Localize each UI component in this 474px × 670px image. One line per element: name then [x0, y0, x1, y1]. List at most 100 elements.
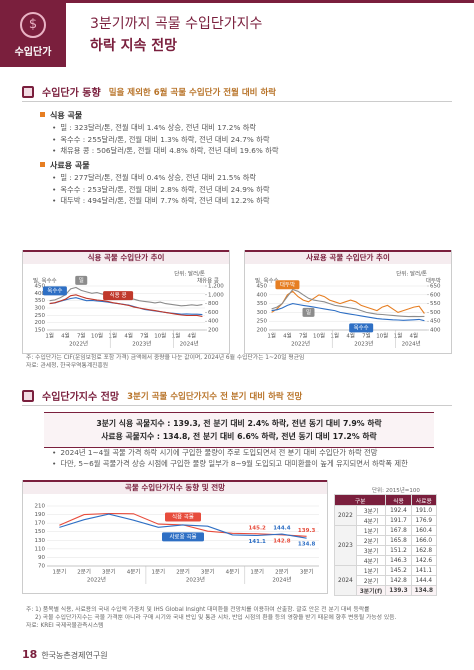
y2-tick-label: 400	[208, 319, 219, 325]
cell: 2분기	[355, 575, 387, 586]
year-label: 2024년	[402, 340, 421, 348]
bullet: 2024년 1~4월 곡물 가격 하락 시기에 구입한 물량이 주로 도입되면서…	[52, 448, 465, 458]
y-tick-label: 450	[35, 284, 46, 290]
y-tick-label: 200	[35, 320, 46, 326]
x-tick-label: 1분기	[53, 568, 67, 576]
y-tick-label: 150	[35, 529, 46, 535]
series-line	[49, 294, 203, 318]
y-tick-label: 70	[38, 564, 45, 570]
data-label: 141.1	[248, 539, 266, 545]
cell: 134.8	[410, 585, 437, 596]
x-tick-label: 1월	[267, 332, 276, 340]
x-tick-label: 4월	[188, 332, 197, 340]
series-label-box	[275, 280, 300, 290]
series-label-box	[349, 323, 374, 333]
year-label: 2022년	[69, 340, 88, 348]
cell: 142.6	[410, 555, 437, 566]
x-tick-label: 2분기	[77, 568, 91, 576]
y2-tick-label: 600	[430, 292, 441, 298]
x-tick-label: 3분기	[201, 568, 215, 576]
cell: 166.0	[410, 535, 437, 546]
subtitle: 3분기 곡물 수입단가지수 전 분기 대비 하락 전망	[127, 391, 303, 402]
series-line	[49, 297, 203, 316]
cell: 142.8	[385, 575, 412, 586]
cell: 191.7	[385, 515, 412, 526]
series-line	[271, 303, 425, 322]
y-tick-label: 300	[35, 306, 46, 312]
cell: 146.3	[385, 555, 412, 566]
table-wrap: 구분 식용 사료용 2022 3분기 192.4 191.0 4분기 191.7 176.9 202…	[333, 494, 437, 596]
year-label: 2023년	[132, 340, 151, 348]
badge: $ 수입단가	[0, 3, 66, 67]
bullet: 다만, 5~6월 곡물가격 상승 시점에 구입한 물량 일부가 8~9월 도입되…	[52, 459, 465, 469]
chart-box: 사료용 곡물 수입단가 추이 단위: 달러/톤 밀, 옥수수 대두박 200 250 30…	[244, 250, 452, 354]
table-row: 2022 3분기 192.4 191.0	[334, 505, 437, 526]
y2-tick-label: 600	[208, 310, 219, 316]
cell: 165.8	[385, 535, 412, 546]
x-tick-label: 10월	[91, 332, 103, 340]
x-tick-label: 2분기	[275, 568, 289, 576]
cell: 3분기(f)	[355, 585, 387, 596]
heading: 수입단가지수 전망	[42, 392, 120, 403]
x-tick-label: 3분기	[102, 568, 116, 576]
unit: 단위: 2015년=100	[372, 488, 420, 494]
series-label-box	[162, 532, 204, 542]
data-label: 142.8	[273, 538, 291, 544]
unit: 단위: 달러/톤	[174, 270, 205, 278]
footer: 18 한국농촌경제연구원	[22, 648, 108, 661]
header: $ 수입단가 3분기까지 곡물 수입단가지수 하락 지속 전망	[0, 0, 474, 67]
x-tick-label: 4월	[283, 332, 292, 340]
y2-tick-label: 400	[430, 328, 441, 334]
x-tick-label: 10월	[313, 332, 325, 340]
series-label: 옥수수	[354, 324, 369, 331]
chart: 단위: 달러/톤밀, 옥수수 채유용 콩150200250300350400450…	[33, 270, 224, 348]
y-tick-label: 450	[257, 284, 268, 290]
cell: 160.4	[410, 525, 437, 536]
year-label: 2023년	[186, 576, 205, 584]
cell: 144.4	[410, 575, 437, 586]
year-cell: 2022	[334, 505, 357, 526]
series-line	[59, 513, 307, 539]
unit: 단위: 달러/톤	[396, 270, 427, 278]
y2-tick-label: 500	[430, 310, 441, 316]
chart-title: 곡물 수입단가지수 동향 및 전망	[23, 480, 327, 494]
axis-label: 밀, 옥수수	[255, 277, 279, 285]
cell: 2분기	[355, 535, 387, 546]
series-label-box	[103, 291, 134, 301]
notes: 주: 수입단가는 CIF(운임보험료 포함 가격) 금액에서 중량을 나눈 값이…	[26, 354, 456, 370]
y-tick-label: 170	[35, 521, 46, 527]
y-tick-label: 110	[35, 546, 46, 552]
series-label: 밀	[79, 276, 84, 284]
x-tick-label: 3분기	[300, 568, 314, 576]
highlight: 사료용 곡물지수 : 134.8, 전 분기 대비 6.6% 하락, 전년 동기…	[101, 432, 377, 441]
note: 주: 수입단가는 CIF(운임보험료 포함 가격) 금액에서 중량을 나눈 값이…	[26, 355, 305, 361]
x-tick-label: 4월	[346, 332, 355, 340]
x-tick-label: 4월	[124, 332, 133, 340]
bullet: 밀 : 277달러/톤, 전월 대비 0.4% 상승, 전년 대비 21.5% …	[52, 173, 460, 183]
y-tick-label: 400	[35, 291, 46, 297]
cell: 176.9	[410, 515, 437, 526]
cell: 3분기	[355, 505, 387, 516]
bullet: 옥수수 : 255달러/톤, 전월 대비 1.3% 하락, 전년 대비 24.7…	[52, 135, 460, 145]
bullet-list: 식용 곡물밀 : 323달러/톤, 전월 대비 1.4% 상승, 전년 대비 1…	[40, 106, 460, 208]
bullet-list: 2024년 1~4월 곡물 가격 하락 시기에 구입한 물량이 주로 도입되면서…	[40, 446, 465, 471]
x-tick-label: 4월	[61, 332, 70, 340]
y-tick-label: 400	[257, 292, 268, 298]
axis-label: 밀, 옥수수	[33, 277, 57, 285]
x-tick-label: 1분기	[250, 568, 264, 576]
badge-icon: $	[20, 12, 46, 38]
x-tick-label: 1월	[109, 332, 118, 340]
x-tick-label: 1월	[45, 332, 54, 340]
x-tick-label: 1월	[172, 332, 181, 340]
source: 자료: 관세청, 한국무역통계진흥원	[26, 363, 109, 369]
series-label-box	[302, 307, 315, 317]
x-tick-label: 1월	[331, 332, 340, 340]
year-label: 2024년	[180, 340, 199, 348]
y-tick-label: 250	[257, 319, 268, 325]
series-label-box	[75, 275, 88, 285]
year-label: 2023년	[354, 340, 373, 348]
subtitle: 밀을 제외한 6월 곡물 수입단가 전월 대비 하락	[108, 87, 277, 98]
x-tick-label: 4분기	[226, 568, 240, 576]
series-label-box	[165, 512, 201, 522]
